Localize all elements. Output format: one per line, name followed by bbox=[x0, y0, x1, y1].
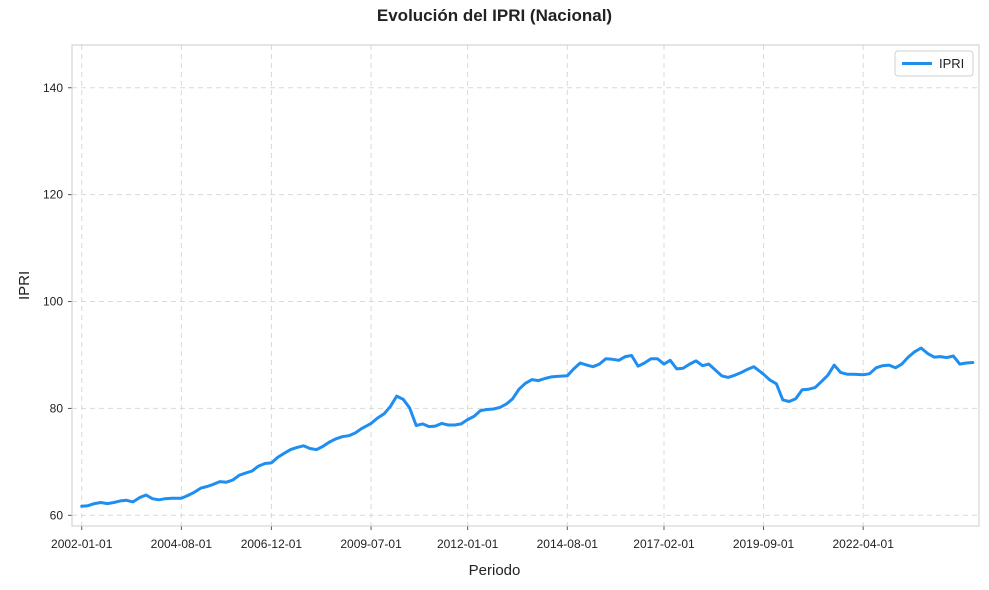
chart-title: Evolución del IPRI (Nacional) bbox=[376, 6, 613, 25]
y-tick-label: 120 bbox=[43, 188, 63, 202]
x-tick-label: 2014-08-01 bbox=[537, 537, 599, 551]
x-tick-label: 2017-02-01 bbox=[633, 537, 695, 551]
x-tick-label: 2009-07-01 bbox=[340, 537, 402, 551]
y-axis-label: IPRI bbox=[16, 270, 33, 300]
x-tick-label: 2022-04-01 bbox=[832, 537, 894, 551]
x-tick-label: 2019-09-01 bbox=[733, 537, 795, 551]
x-tick-label: 2002-01-01 bbox=[51, 537, 113, 551]
x-tick-label: 2004-08-01 bbox=[151, 537, 213, 551]
y-tick-label: 80 bbox=[50, 401, 64, 415]
plot-frame bbox=[71, 44, 980, 527]
legend-box bbox=[894, 50, 974, 77]
y-tick-label: 100 bbox=[43, 295, 63, 309]
x-axis-label: Periodo bbox=[468, 562, 521, 579]
legend-label: IPRI bbox=[939, 56, 964, 71]
series-line-ipri bbox=[80, 346, 975, 508]
y-tick-label: 60 bbox=[50, 508, 64, 522]
x-tick-label: 2012-01-01 bbox=[437, 537, 499, 551]
x-tick-label: 2006-12-01 bbox=[241, 537, 303, 551]
y-tick-label: 140 bbox=[43, 81, 63, 95]
